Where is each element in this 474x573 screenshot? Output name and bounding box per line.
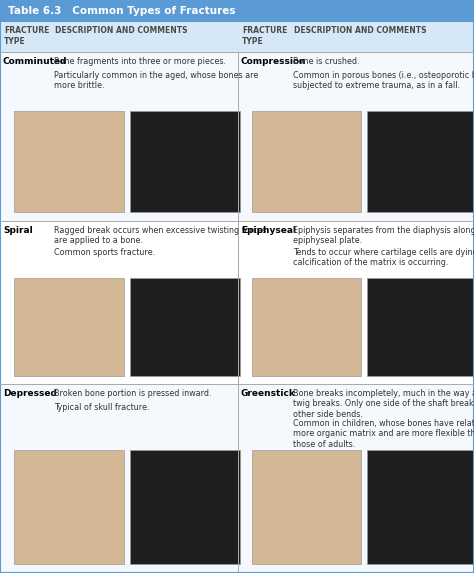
Text: Common in children, whose bones have relatively
more organic matrix and are more: Common in children, whose bones have rel… — [293, 419, 474, 449]
Bar — [0, 0, 474, 22]
Bar — [252, 278, 361, 376]
Text: DESCRIPTION AND COMMENTS: DESCRIPTION AND COMMENTS — [55, 26, 188, 35]
Text: Common in porous bones (i.e., osteoporotic bones)
subjected to extreme trauma, a: Common in porous bones (i.e., osteoporot… — [293, 70, 474, 90]
Text: Table 6.3   Common Types of Fractures: Table 6.3 Common Types of Fractures — [8, 6, 236, 16]
Bar — [130, 111, 240, 212]
Bar — [367, 450, 474, 563]
Bar — [130, 450, 240, 563]
Text: Greenstick: Greenstick — [241, 389, 296, 398]
Bar — [252, 111, 361, 212]
Text: Epiphyseal: Epiphyseal — [241, 226, 296, 234]
Bar — [14, 111, 124, 212]
Text: Typical of skull fracture.: Typical of skull fracture. — [54, 403, 150, 412]
Text: Comminuted: Comminuted — [3, 57, 67, 65]
Text: Spiral: Spiral — [3, 226, 33, 234]
Bar — [367, 111, 474, 212]
Bar — [367, 278, 474, 376]
Text: Common sports fracture.: Common sports fracture. — [54, 248, 155, 257]
Bar — [14, 450, 124, 563]
Text: Depressed: Depressed — [3, 389, 57, 398]
Text: FRACTURE
TYPE: FRACTURE TYPE — [4, 26, 49, 46]
Text: FRACTURE
TYPE: FRACTURE TYPE — [242, 26, 287, 46]
Text: Bone fragments into three or more pieces.: Bone fragments into three or more pieces… — [54, 57, 226, 65]
Bar — [0, 52, 474, 221]
Text: Broken bone portion is pressed inward.: Broken bone portion is pressed inward. — [54, 389, 212, 398]
Text: Compression: Compression — [241, 57, 307, 65]
Text: Bone breaks incompletely, much in the way a green
twig breaks. Only one side of : Bone breaks incompletely, much in the wa… — [293, 389, 474, 419]
Text: Epiphysis separates from the diaphysis along the
epiphyseal plate.: Epiphysis separates from the diaphysis a… — [293, 226, 474, 245]
Text: Tends to occur where cartilage cells are dying and
calcification of the matrix i: Tends to occur where cartilage cells are… — [293, 248, 474, 267]
Text: DESCRIPTION AND COMMENTS: DESCRIPTION AND COMMENTS — [294, 26, 427, 35]
Bar — [0, 22, 474, 52]
Text: Ragged break occurs when excessive twisting forces
are applied to a bone.: Ragged break occurs when excessive twist… — [54, 226, 266, 245]
Text: Particularly common in the aged, whose bones are
more brittle.: Particularly common in the aged, whose b… — [54, 70, 259, 90]
Text: Bone is crushed.: Bone is crushed. — [293, 57, 360, 65]
Bar — [14, 278, 124, 376]
Bar — [0, 221, 474, 384]
Bar — [252, 450, 361, 563]
Bar — [130, 278, 240, 376]
Bar — [0, 384, 474, 573]
